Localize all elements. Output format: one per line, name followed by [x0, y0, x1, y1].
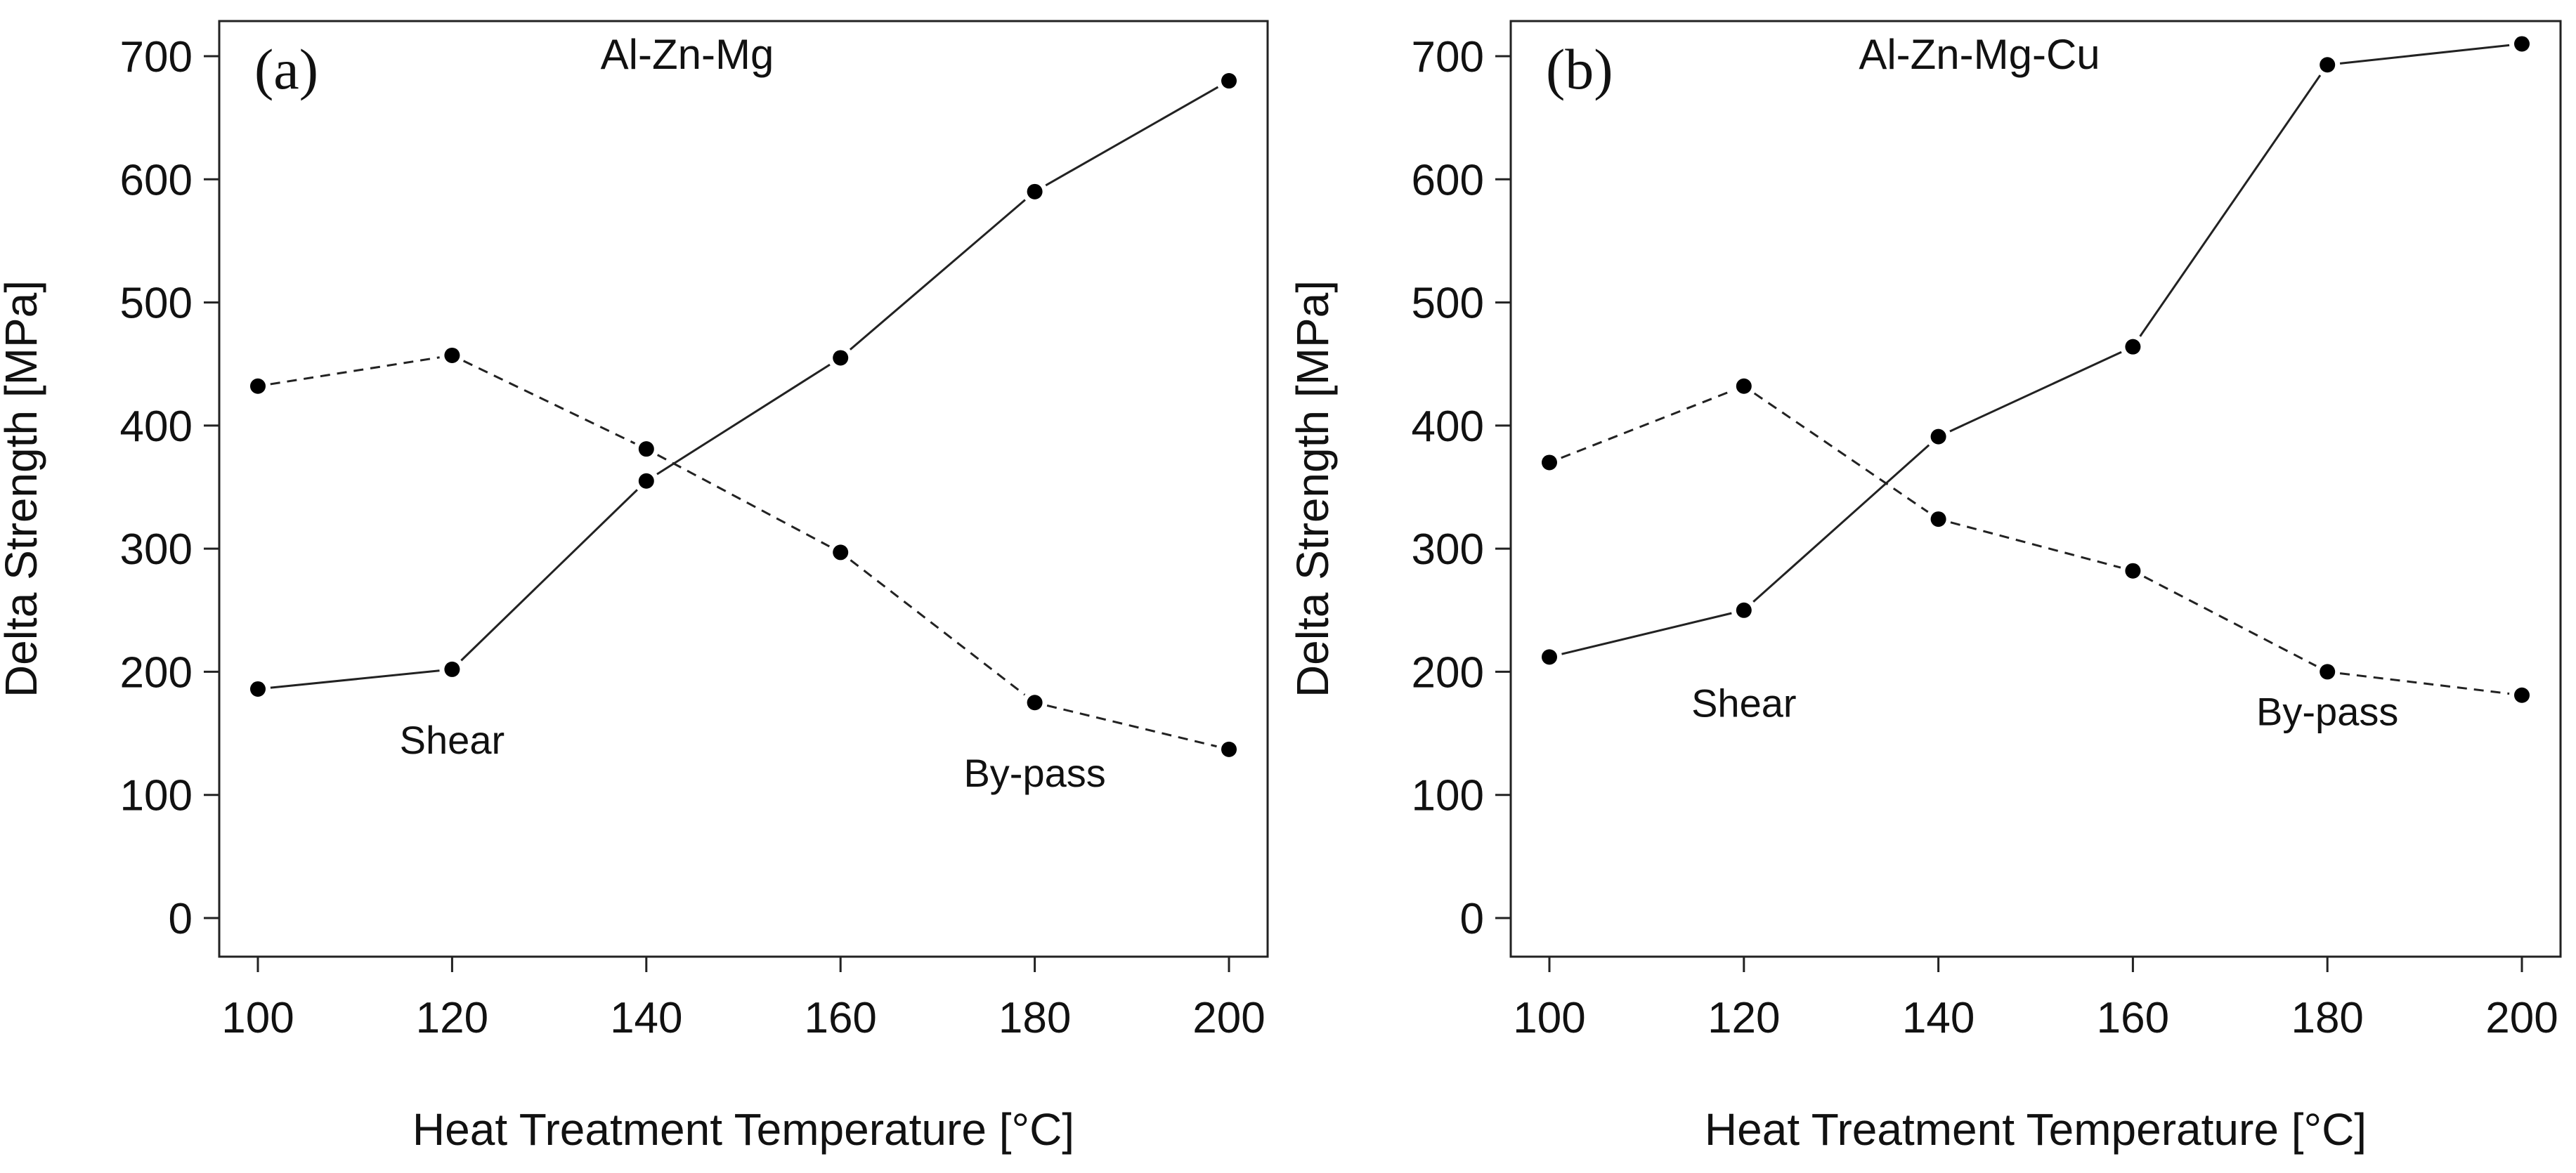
data-point [2514, 687, 2530, 703]
series-segment [1949, 350, 2122, 433]
series-segment [1752, 444, 1930, 603]
series-segment [1753, 392, 1929, 513]
series-segment [1046, 705, 1217, 748]
data-point [250, 378, 266, 394]
x-tick-label: 120 [1707, 994, 1780, 1042]
x-tick-label: 180 [2291, 994, 2363, 1042]
series-annotation: Shear [400, 718, 505, 762]
x-tick-label: 160 [2097, 994, 2169, 1042]
y-tick-label: 700 [120, 33, 193, 81]
series-shear [1542, 36, 2530, 665]
y-tick-label: 0 [169, 895, 193, 943]
series-annotation: By-pass [963, 751, 1105, 795]
data-point [1221, 73, 1237, 89]
data-point [1930, 511, 1946, 527]
data-point [2320, 57, 2336, 73]
y-tick-label: 500 [120, 280, 193, 328]
plot-frame [218, 20, 1269, 958]
y-tick-label: 300 [120, 525, 193, 574]
panel-label: (a) [254, 37, 318, 101]
x-tick-label: 140 [610, 994, 682, 1042]
x-tick-label: 200 [2485, 994, 2558, 1042]
y-tick-label: 600 [120, 156, 193, 204]
panel-title: Al-Zn-Mg-Cu [1859, 31, 2100, 78]
y-tick-label: 200 [1412, 648, 1484, 697]
y-tick-label: 600 [1412, 156, 1484, 204]
series-segment [270, 356, 440, 386]
data-point [638, 473, 654, 489]
y-tick-label: 300 [1412, 525, 1484, 574]
series-annotation: By-pass [2256, 690, 2398, 734]
data-point [833, 350, 849, 366]
data-point [444, 347, 460, 363]
series-segment [656, 454, 831, 548]
series-segment [2339, 672, 2510, 695]
data-point [833, 544, 849, 561]
series-segment [849, 199, 1026, 350]
data-point [2125, 339, 2141, 355]
x-tick-label: 140 [1902, 994, 1975, 1042]
y-tick-label: 500 [1412, 280, 1484, 328]
x-tick-label: 180 [998, 994, 1071, 1042]
panel-title: Al-Zn-Mg [601, 31, 774, 78]
series-by-pass [250, 347, 1237, 757]
y-tick-label: 100 [1412, 772, 1484, 820]
data-point [638, 441, 654, 457]
y-tick-label: 700 [1412, 33, 1484, 81]
series-segment [2339, 44, 2510, 65]
y-tick-label: 400 [120, 402, 193, 451]
series-by-pass [1542, 378, 2530, 703]
series-shear [250, 73, 1237, 697]
panel-a: 0 100 200 300 400 500 600 700 100 120 140 160 180 200… [0, 20, 1269, 1155]
panel-b: 0 100 200 300 400 500 600 700 100 120 140 160 180 200… [1287, 20, 2562, 1155]
series-segment [1561, 389, 1733, 459]
data-point [2320, 664, 2336, 680]
data-point [1027, 695, 1043, 711]
y-axis-title: Delta Strength [MPa] [1287, 280, 1338, 697]
series-segment [462, 360, 636, 445]
series-segment [460, 489, 638, 662]
plot-frame [1509, 20, 2562, 958]
data-point [2514, 36, 2530, 52]
series-segment [1045, 86, 1219, 187]
y-tick-label: 100 [120, 772, 193, 820]
data-point [444, 661, 460, 677]
series-segment [656, 363, 831, 476]
data-point [1542, 649, 1557, 665]
series-segment [2143, 575, 2317, 667]
x-tick-label: 160 [804, 994, 876, 1042]
y-tick-label: 200 [120, 648, 193, 697]
series-segment [1561, 612, 1732, 655]
series-segment [270, 669, 440, 689]
y-axis-title: Delta Strength [MPa] [0, 280, 46, 697]
data-point [2125, 563, 2141, 579]
data-point [1221, 741, 1237, 757]
series-segment [850, 559, 1026, 696]
data-point [1930, 428, 1946, 445]
panel-label: (b) [1546, 37, 1613, 101]
data-point [1736, 378, 1752, 394]
data-point [250, 681, 266, 697]
series-segment [2139, 74, 2322, 337]
x-tick-label: 100 [1513, 994, 1585, 1042]
x-tick-label: 100 [221, 994, 294, 1042]
data-point [1542, 454, 1557, 471]
data-point [1027, 183, 1043, 199]
x-tick-label: 200 [1192, 994, 1265, 1042]
series-segment [1950, 521, 2121, 569]
x-axis-title: Heat Treatment Temperature [°C] [412, 1104, 1074, 1155]
x-tick-label: 120 [416, 994, 488, 1042]
series-annotation: Shear [1691, 681, 1796, 725]
x-axis-title: Heat Treatment Temperature [°C] [1705, 1104, 2367, 1155]
y-tick-label: 0 [1460, 895, 1484, 943]
data-point [1736, 602, 1752, 618]
y-tick-label: 400 [1412, 402, 1484, 451]
